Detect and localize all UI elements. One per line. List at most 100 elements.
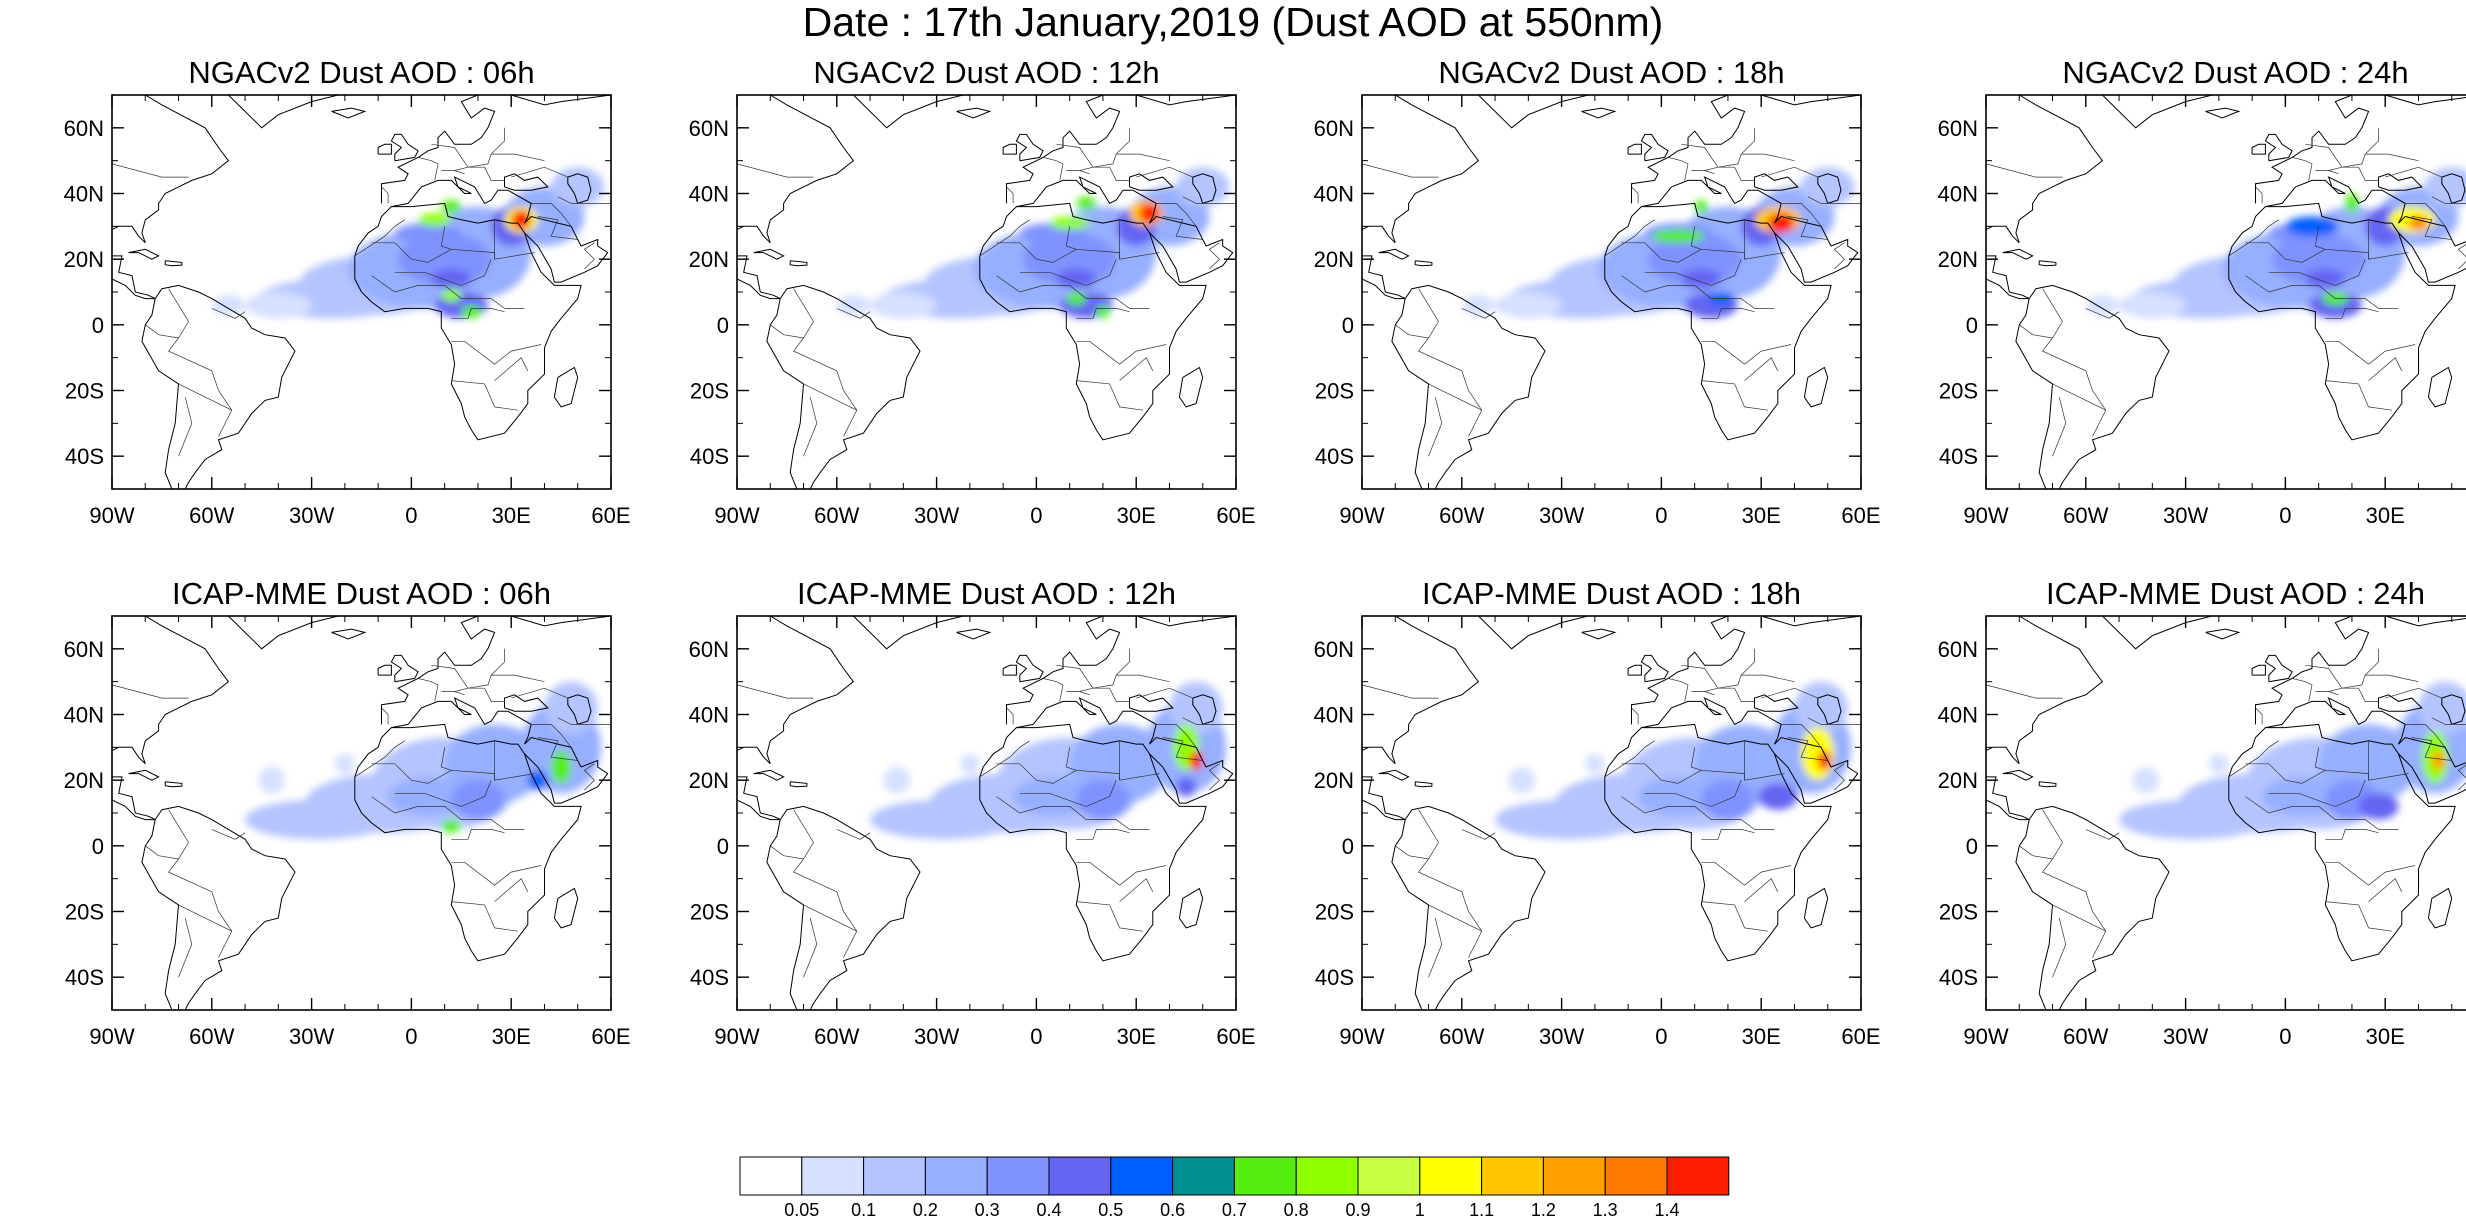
coastline [553, 366, 579, 408]
dust-aod-field [1176, 167, 1230, 207]
country-border [211, 308, 246, 319]
country-border [1119, 357, 1154, 381]
coastline [1002, 664, 1017, 676]
country-border [2228, 740, 2279, 778]
dust-aod-field [883, 767, 910, 794]
country-border [770, 324, 804, 339]
dust-aod-field [1757, 783, 1798, 810]
country-border [354, 740, 405, 778]
lon-tick-label: 90W [714, 1024, 759, 1049]
country-border [1395, 845, 1429, 860]
coastline [1015, 133, 1044, 162]
colorbar-box [1110, 1156, 1174, 1196]
country-border [2315, 170, 2339, 175]
coastline [1378, 769, 1410, 781]
country-border [2268, 259, 2366, 286]
colorbar-label: 0.8 [1284, 1200, 1309, 1216]
lon-tick-label: 90W [1963, 1024, 2008, 1049]
lat-tick-label: 40S [65, 965, 104, 990]
coastline [1581, 107, 1617, 119]
country-border [1362, 226, 1363, 227]
coastline [2255, 95, 2466, 204]
lon-tick-label: 0 [405, 503, 417, 528]
dust-aod-field [836, 295, 871, 315]
country-border [2325, 901, 2392, 932]
dust-aod-field [1584, 753, 1605, 774]
map-panel: ICAP-MME Dust AOD : 06h 60N 40N 20N 0 20S 40S 9… [42, 577, 642, 1114]
lat-tick-label: 20S [1315, 900, 1354, 925]
lat-tick-label: 60N [1314, 637, 1354, 662]
country-border [737, 684, 814, 699]
country-border [168, 288, 233, 411]
country-border [1604, 219, 1655, 257]
colorbar-label: 0.5 [1098, 1200, 1123, 1216]
coastline [164, 781, 183, 788]
lat-tick-label: 40S [65, 444, 104, 469]
country-border [1156, 724, 1197, 748]
country-border [2431, 717, 2466, 725]
country-border [737, 226, 738, 227]
lon-tick-label: 60W [814, 1024, 859, 1049]
coastline [2427, 366, 2453, 408]
country-border [168, 809, 233, 932]
country-border [2085, 829, 2120, 840]
coastline [753, 769, 785, 781]
dust-aod-field [1495, 292, 1562, 319]
lon-tick-label: 30E [492, 503, 531, 528]
country-border [1428, 383, 1483, 437]
panel-title: ICAP-MME Dust AOD : 24h [2046, 576, 2425, 611]
colorbar-box [1233, 1156, 1297, 1196]
coastline [1754, 694, 1799, 712]
country-border [2292, 678, 2313, 702]
map-panel: ICAP-MME Dust AOD : 18h 60N 40N 20N 0 20S 40S 9… [1292, 577, 1892, 1114]
country-border [1833, 763, 1845, 791]
country-border [1986, 163, 2063, 178]
dust-aod-field [1066, 292, 1087, 306]
dust-aod-field [2119, 292, 2186, 319]
coastline [1478, 616, 1589, 650]
dust-aod-field [211, 295, 246, 315]
country-border [1604, 740, 1655, 778]
country-border [511, 166, 568, 178]
country-border [1079, 674, 1170, 692]
country-border [490, 648, 505, 676]
lon-tick-label: 30E [1117, 503, 1156, 528]
country-border [557, 717, 611, 725]
country-border [1787, 216, 1828, 240]
dust-aod-field [245, 292, 312, 319]
country-border [737, 163, 814, 178]
coastline [524, 736, 609, 804]
coastline [390, 654, 419, 683]
colorbar-label: 1 [1415, 1200, 1425, 1216]
main-title: Date : 17th January,2019 (Dust AOD at 55… [802, 0, 1664, 45]
country-border [1065, 747, 1077, 771]
coastline [1774, 736, 1859, 804]
dust-aod-field [1638, 776, 1718, 817]
country-border [1076, 308, 1130, 319]
lon-tick-label: 0 [405, 1024, 417, 1049]
dust-aod-field [461, 305, 482, 319]
country-border [1668, 678, 1689, 702]
coastline [1414, 260, 1433, 267]
coastline [391, 176, 532, 224]
country-border [451, 308, 505, 319]
country-border [2325, 340, 2416, 365]
country-border [2325, 380, 2392, 411]
lon-tick-label: 30W [2163, 503, 2208, 528]
lon-tick-label: 0 [1030, 1024, 1042, 1049]
coastline [1627, 664, 1642, 676]
coastline [2264, 654, 2293, 683]
lat-tick-label: 20N [689, 247, 729, 272]
map-panel: ICAP-MME Dust AOD : 24h 60N 40N 20N 0 20S 40S 9… [1916, 577, 2466, 1114]
lat-tick-label: 40N [689, 182, 729, 207]
coastline [391, 697, 532, 745]
lat-tick-label: 20N [64, 768, 104, 793]
country-border [1006, 707, 1014, 725]
country-border [145, 845, 179, 860]
coastline [1986, 616, 2104, 765]
lat-tick-label: 20S [1315, 379, 1354, 404]
dust-aod-field [418, 213, 452, 227]
colorbar-label: 0.1 [851, 1200, 876, 1216]
country-border [1701, 308, 1755, 319]
